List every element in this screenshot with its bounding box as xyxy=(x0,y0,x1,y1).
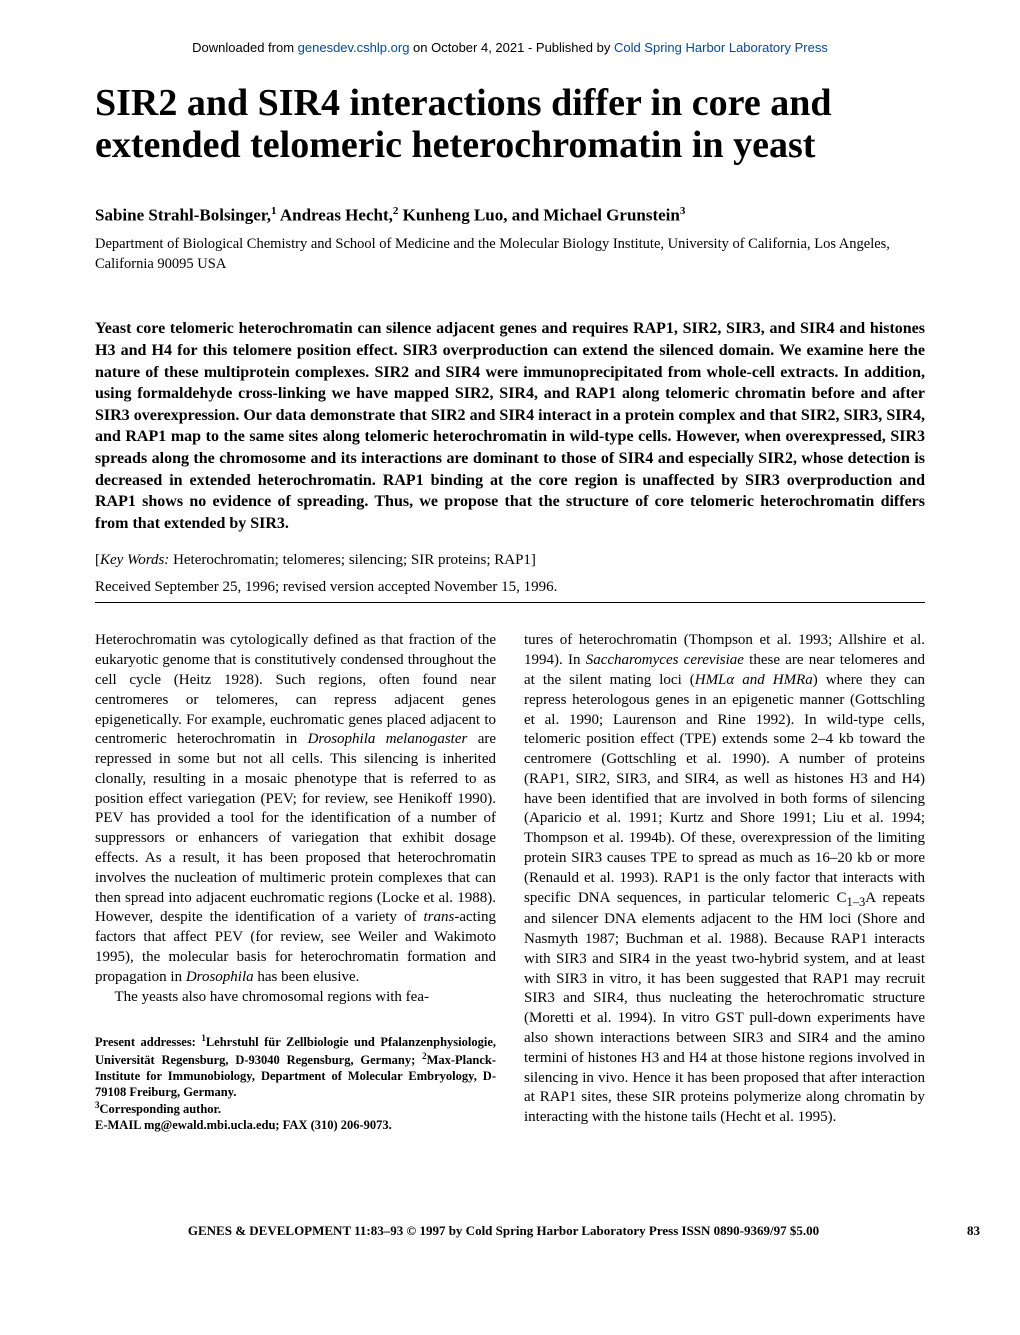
keywords-text: Heterochromatin; telomeres; silencing; S… xyxy=(169,552,536,568)
banner-link-source[interactable]: genesdev.cshlp.org xyxy=(298,40,410,55)
banner-link-publisher[interactable]: Cold Spring Harbor Laboratory Press xyxy=(614,40,828,55)
body-paragraph: tures of heterochromatin (Thompson et al… xyxy=(524,631,925,1128)
authors-line: Sabine Strahl-Bolsinger,1 Andreas Hecht,… xyxy=(95,205,925,226)
article-title: SIR2 and SIR4 interactions differ in cor… xyxy=(95,83,925,167)
present-addresses: Present addresses: 1Lehrstuhl für Zellbi… xyxy=(95,1033,496,1099)
download-banner: Downloaded from genesdev.cshlp.org on Oc… xyxy=(95,40,925,83)
footer-citation: GENES & DEVELOPMENT 11:83–93 © 1997 by C… xyxy=(188,1223,819,1239)
banner-prefix: Downloaded from xyxy=(192,40,298,55)
affiliation: Department of Biological Chemistry and S… xyxy=(95,235,925,274)
received-line: Received September 25, 1996; revised ver… xyxy=(95,579,925,596)
abstract: Yeast core telomeric heterochromatin can… xyxy=(95,318,925,534)
body-paragraph: Heterochromatin was cytologically define… xyxy=(95,631,496,987)
contact-email: E-MAIL mg@ewald.mbi.ucla.edu; FAX (310) … xyxy=(95,1117,496,1133)
banner-mid: on October 4, 2021 - Published by xyxy=(409,40,614,55)
corresponding-author: 3Corresponding author. xyxy=(95,1100,496,1117)
keywords-label: Key Words: xyxy=(100,552,169,568)
keywords-line: [Key Words: Heterochromatin; telomeres; … xyxy=(95,552,925,569)
body-columns: Heterochromatin was cytologically define… xyxy=(95,631,925,1133)
body-paragraph: The yeasts also have chromosomal regions… xyxy=(95,988,496,1008)
page-number: 83 xyxy=(967,1223,980,1239)
section-divider xyxy=(95,602,925,603)
page-footer: GENES & DEVELOPMENT 11:83–93 © 1997 by C… xyxy=(0,1223,1020,1239)
footnote-block: Present addresses: 1Lehrstuhl für Zellbi… xyxy=(95,1033,496,1132)
